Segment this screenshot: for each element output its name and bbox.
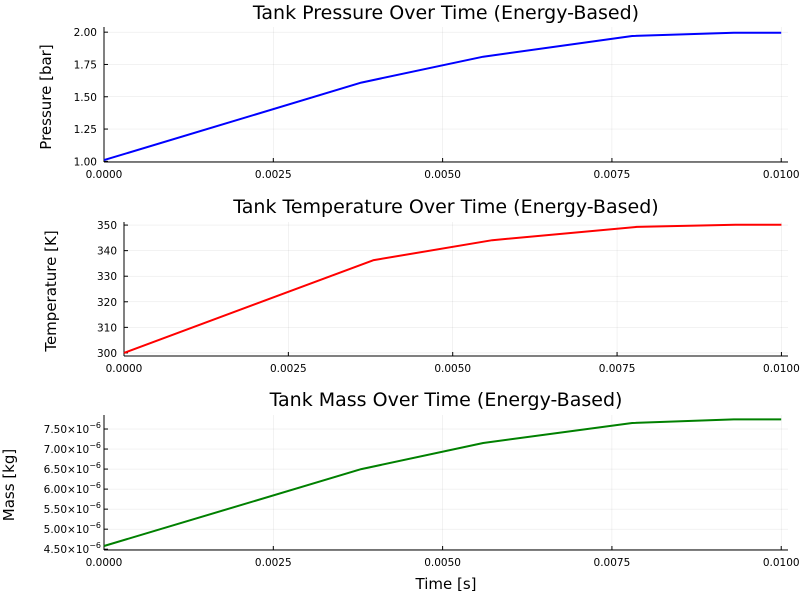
- temperature-y-tick-label: 350: [97, 220, 117, 232]
- mass-y-axis-label: Mass [kg]: [0, 449, 18, 521]
- mass-panel: Tank Mass Over Time (Energy-Based) Mass …: [0, 389, 800, 593]
- mass-y-tick-label: 4.50×10−6: [44, 541, 101, 556]
- pressure-x-tick-label: 0.0100: [763, 169, 800, 181]
- temperature-series-line: [123, 223, 782, 354]
- mass-x-tick-label: 0.0075: [594, 557, 631, 569]
- temperature-y-tick-label: 340: [97, 246, 117, 258]
- temperature-y-tick-label: 300: [97, 348, 117, 360]
- mass-y-tick-label: 6.50×10−6: [44, 461, 101, 476]
- pressure-y-axis-label: Pressure [bar]: [37, 44, 55, 149]
- mass-y-tick-exponent: −6: [89, 501, 101, 510]
- pressure-y-tick-label: 1.75: [74, 59, 97, 71]
- mass-x-tick-label: 0.0050: [424, 557, 461, 569]
- temperature-y-axis-label: Temperature [K]: [42, 230, 60, 352]
- mass-x-tick-label: 0.0025: [255, 557, 292, 569]
- temperature-panel: Tank Temperature Over Time (Energy-Based…: [42, 196, 800, 375]
- pressure-x-tick-label: 0.0050: [424, 169, 461, 181]
- temperature-x-tick-label: 0.0025: [270, 363, 307, 375]
- pressure-chart-title: Tank Pressure Over Time (Energy-Based): [252, 2, 639, 24]
- mass-y-tick-exponent: −6: [89, 481, 101, 490]
- mass-y-tick-exponent: −6: [89, 541, 101, 550]
- mass-y-tick-label: 6.00×10−6: [44, 481, 101, 496]
- pressure-y-tick-label: 1.50: [74, 92, 97, 104]
- pressure-y-tick-label: 1.00: [74, 156, 97, 168]
- mass-y-tick-label: 5.50×10−6: [44, 501, 101, 516]
- mass-y-tick-label: 7.00×10−6: [44, 441, 101, 456]
- temperature-chart-title: Tank Temperature Over Time (Energy-Based…: [232, 196, 658, 218]
- mass-chart-title: Tank Mass Over Time (Energy-Based): [269, 389, 623, 411]
- temperature-x-tick-label: 0.0075: [599, 363, 636, 375]
- temperature-y-tick-label: 320: [97, 297, 117, 309]
- temperature-y-tick-label: 310: [97, 322, 117, 334]
- pressure-x-tick-label: 0.0025: [255, 169, 292, 181]
- pressure-y-tick-label: 1.25: [74, 124, 97, 136]
- pressure-series-line: [103, 31, 782, 162]
- mass-x-tick-label: 0.0000: [86, 557, 123, 569]
- time-x-axis-label: Time [s]: [415, 575, 477, 593]
- mass-y-tick-label: 7.50×10−6: [44, 421, 101, 436]
- mass-y-tick-exponent: −6: [89, 421, 101, 430]
- mass-y-tick-exponent: −6: [89, 521, 101, 530]
- temperature-x-tick-label: 0.0050: [434, 363, 471, 375]
- temperature-x-tick-label: 0.0000: [106, 363, 143, 375]
- temperature-x-tick-label: 0.0100: [763, 363, 800, 375]
- mass-y-tick-label: 5.00×10−6: [44, 521, 101, 536]
- mass-y-tick-exponent: −6: [89, 461, 101, 470]
- mass-y-tick-exponent: −6: [89, 441, 101, 450]
- pressure-y-tick-label: 2.00: [74, 27, 97, 39]
- pressure-x-tick-label: 0.0075: [594, 169, 631, 181]
- pressure-x-tick-label: 0.0000: [86, 169, 123, 181]
- mass-series-line: [103, 418, 782, 547]
- temperature-y-tick-label: 330: [97, 271, 117, 283]
- mass-x-tick-label: 0.0100: [763, 557, 800, 569]
- pressure-panel: Tank Pressure Over Time (Energy-Based) P…: [37, 2, 800, 181]
